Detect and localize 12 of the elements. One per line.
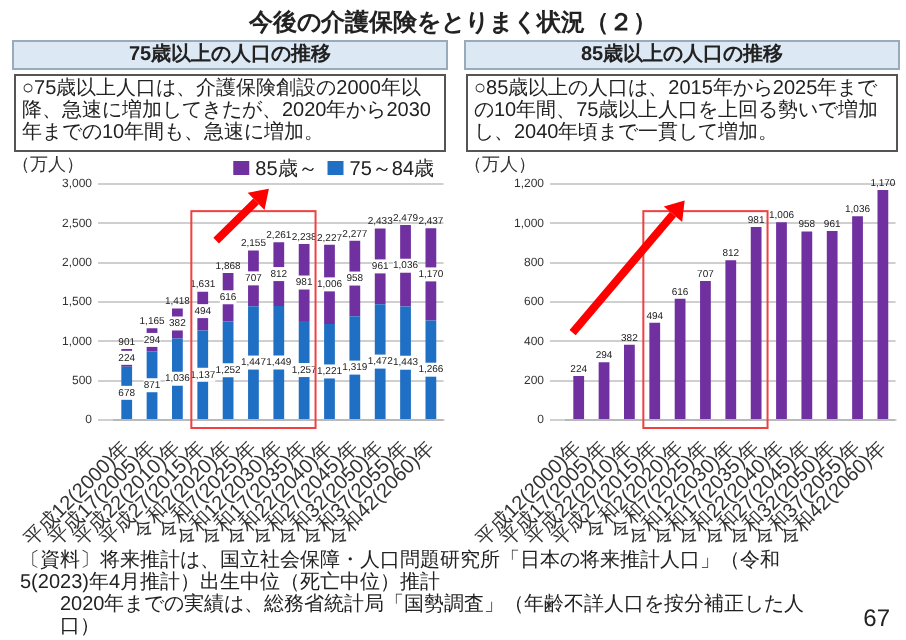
chart-subtitle: ○75歳以上人口は、介護保険創設の2000年以降、急速に増加してきたが、2020年から2030年までの10年間も、急速に増加。 <box>14 74 446 152</box>
legend-label: 85歳～ <box>255 156 318 181</box>
text: 今後の介護保険をとりまく状況（２） <box>247 6 659 40</box>
legend-label: 75～84歳 <box>349 156 435 181</box>
chart-title: 75歳以上の人口の推移 <box>12 40 448 70</box>
y-axis-title: （万人） <box>12 153 84 174</box>
chart-title: 85歳以上の人口の推移 <box>464 40 900 70</box>
y-axis-title: （万人） <box>464 153 536 174</box>
text: 67 <box>863 604 890 632</box>
text: 〔資料〕将来推計は、国立社会保障・人口問題研究所「日本の将来推計人口」（令和5(2023)年4月推計）出生中位（死亡中位）推計 <box>20 550 782 594</box>
text: 2020年までの実績は、総務省統計局「国勢調査」（年齢不詳人口を按分補正した人口） <box>58 594 807 638</box>
chart-subtitle: ○85歳以上の人口は、2015年から2025年までの10年間、75歳以上人口を上回る勢いで増加し、2040年頃まで一貫して増加。 <box>466 74 898 152</box>
